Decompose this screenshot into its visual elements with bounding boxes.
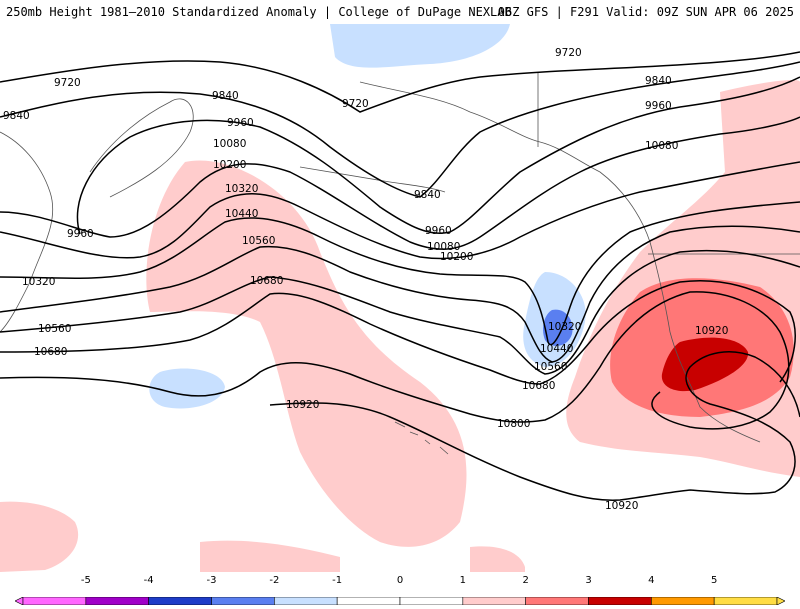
colorbar-segment bbox=[714, 597, 777, 605]
contour-label: 9840 bbox=[3, 110, 30, 122]
contour-label: 9840 bbox=[645, 75, 672, 87]
colorbar-tick-label: -5 bbox=[81, 575, 91, 586]
positive-anomaly-area-south bbox=[200, 541, 340, 572]
contour-label: 10680 bbox=[250, 275, 283, 287]
colorbar-segment bbox=[212, 597, 275, 605]
header: 250mb Height 1981–2010 Standardized Anom… bbox=[0, 0, 800, 22]
contour-label: 10920 bbox=[286, 399, 319, 411]
colorbar-tick-label: 2 bbox=[522, 575, 528, 586]
contour-label: 10320 bbox=[22, 276, 55, 288]
contour-label: 10560 bbox=[242, 235, 275, 247]
colorbar-segment bbox=[526, 597, 589, 605]
contour-label: 9960 bbox=[227, 117, 254, 129]
colorbar-right-arrow bbox=[777, 597, 785, 605]
colorbar-tick-label: -1 bbox=[332, 575, 342, 586]
colorbar-tick-label: 1 bbox=[460, 575, 466, 586]
contour-label: 10920 bbox=[695, 325, 728, 337]
negative-anomaly-area-pacific bbox=[149, 368, 225, 408]
contour-label: 10080 bbox=[213, 138, 246, 150]
colorbar-segment bbox=[589, 597, 652, 605]
contour-label: 10200 bbox=[440, 251, 473, 263]
map-title: 250mb Height 1981–2010 Standardized Anom… bbox=[6, 5, 512, 19]
colorbar-tick-label: -4 bbox=[144, 575, 154, 586]
contour-label: 10440 bbox=[225, 208, 258, 220]
contour-label: 10320 bbox=[548, 321, 581, 333]
colorbar-segment bbox=[23, 597, 86, 605]
positive-anomaly-area-southeast bbox=[470, 546, 525, 572]
contour-label: 10560 bbox=[534, 361, 567, 373]
contour-label: 9720 bbox=[555, 47, 582, 59]
colorbar-tick-label: 5 bbox=[711, 575, 717, 586]
colorbar-segment bbox=[86, 597, 149, 605]
contour-label: 9840 bbox=[414, 189, 441, 201]
contour-label: 10560 bbox=[38, 323, 71, 335]
contour-label: 9960 bbox=[425, 225, 452, 237]
positive-anomaly-area-southwest bbox=[0, 502, 78, 572]
colorbar-svg bbox=[15, 597, 785, 605]
negative-anomaly-area-arctic bbox=[330, 24, 510, 68]
contour-label: 9840 bbox=[212, 90, 239, 102]
colorbar-tick-label: 3 bbox=[585, 575, 591, 586]
colorbar: -5 -4 -3 -2 -1 0 1 2 3 4 5 bbox=[0, 572, 800, 600]
colorbar-tick-label: 4 bbox=[648, 575, 654, 586]
contour-label: 10200 bbox=[213, 159, 246, 171]
alaska-coast bbox=[360, 82, 650, 242]
contour-label: 9960 bbox=[67, 228, 94, 240]
colorbar-segment bbox=[400, 597, 463, 605]
east-asia-coast bbox=[0, 132, 53, 332]
contour-label: 9720 bbox=[342, 98, 369, 110]
colorbar-tick-label: -3 bbox=[207, 575, 217, 586]
colorbar-tick-label: 0 bbox=[397, 575, 403, 586]
colorbar-segment bbox=[337, 597, 400, 605]
anomaly-shading bbox=[0, 24, 800, 572]
colorbar-segment bbox=[651, 597, 714, 605]
map-svg: 9720 9720 9720 9840 9840 9840 9840 9960 … bbox=[0, 22, 800, 572]
colorbar-segment bbox=[463, 597, 526, 605]
contour-label: 10800 bbox=[497, 418, 530, 430]
contour-label: 9720 bbox=[54, 77, 81, 89]
contour-label: 10440 bbox=[540, 343, 573, 355]
contour-label: 9960 bbox=[645, 100, 672, 112]
contour-label: 10920 bbox=[605, 500, 638, 512]
colorbar-left-arrow bbox=[15, 597, 23, 605]
model-run-valid-time: 06Z GFS | F291 Valid: 09Z SUN APR 06 202… bbox=[498, 5, 794, 19]
contour-9840 bbox=[0, 62, 800, 197]
colorbar-bar bbox=[15, 590, 785, 598]
colorbar-segment bbox=[274, 597, 337, 605]
contour-label: 10680 bbox=[34, 346, 67, 358]
contour-label: 10080 bbox=[645, 140, 678, 152]
colorbar-segment bbox=[149, 597, 212, 605]
contour-label: 10680 bbox=[522, 380, 555, 392]
positive-anomaly-band bbox=[146, 160, 466, 546]
colorbar-tick-label: -2 bbox=[269, 575, 279, 586]
positive-anomaly-area-west-coast bbox=[566, 80, 800, 477]
map-panel[interactable]: 9720 9720 9720 9840 9840 9840 9840 9960 … bbox=[0, 22, 800, 572]
contour-label: 10320 bbox=[225, 183, 258, 195]
